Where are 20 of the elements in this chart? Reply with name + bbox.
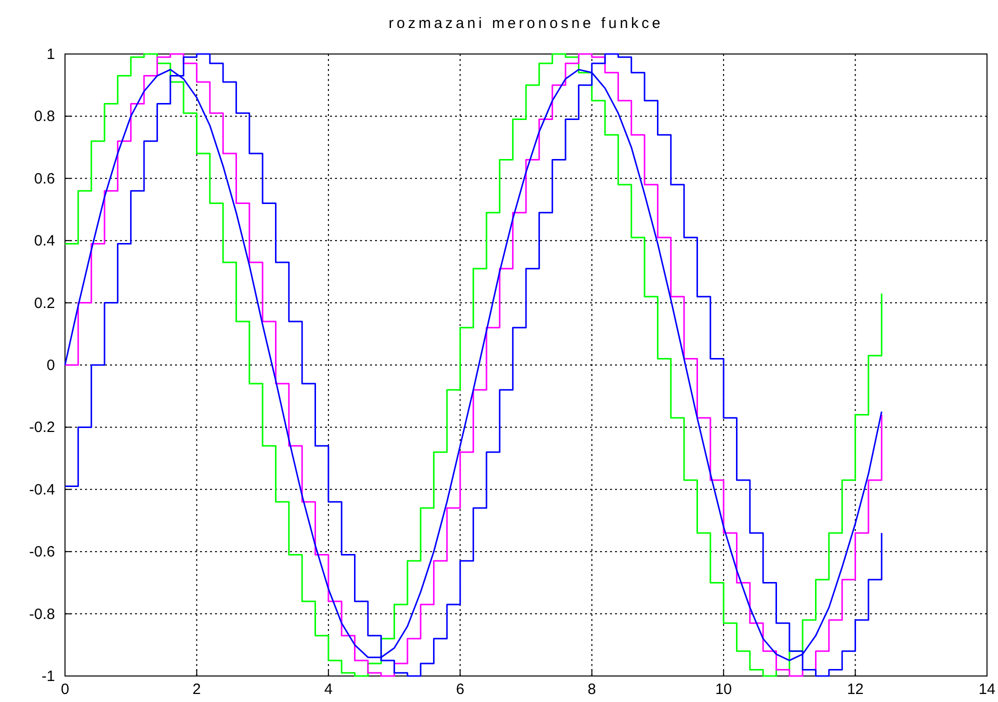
x-tick-label: 6 [456, 681, 464, 698]
y-tick-label: -0.8 [29, 606, 55, 623]
y-tick-label: 1 [46, 46, 55, 63]
x-tick-label: 14 [978, 681, 996, 698]
y-tick-label: 0.2 [34, 294, 55, 312]
y-tick-label: 0.8 [34, 108, 55, 126]
x-tick-label: 2 [192, 681, 201, 698]
x-tick-label: 10 [715, 681, 732, 698]
y-tick-label: 0 [46, 357, 55, 374]
y-tick-label: -0.4 [29, 481, 55, 498]
x-tick-label: 12 [846, 681, 864, 698]
y-tick-label: 0.4 [34, 232, 55, 250]
y-tick-label: -0.2 [29, 419, 55, 436]
chart-title: rozmazani meronosne funkce [388, 15, 664, 32]
x-tick-label: 0 [60, 681, 70, 698]
x-tick-label: 4 [324, 681, 333, 698]
y-tick-label: 0.6 [34, 170, 55, 188]
y-tick-label: -1 [42, 668, 55, 685]
x-tick-label: 8 [588, 681, 596, 698]
y-tick-label: -0.6 [29, 544, 55, 561]
